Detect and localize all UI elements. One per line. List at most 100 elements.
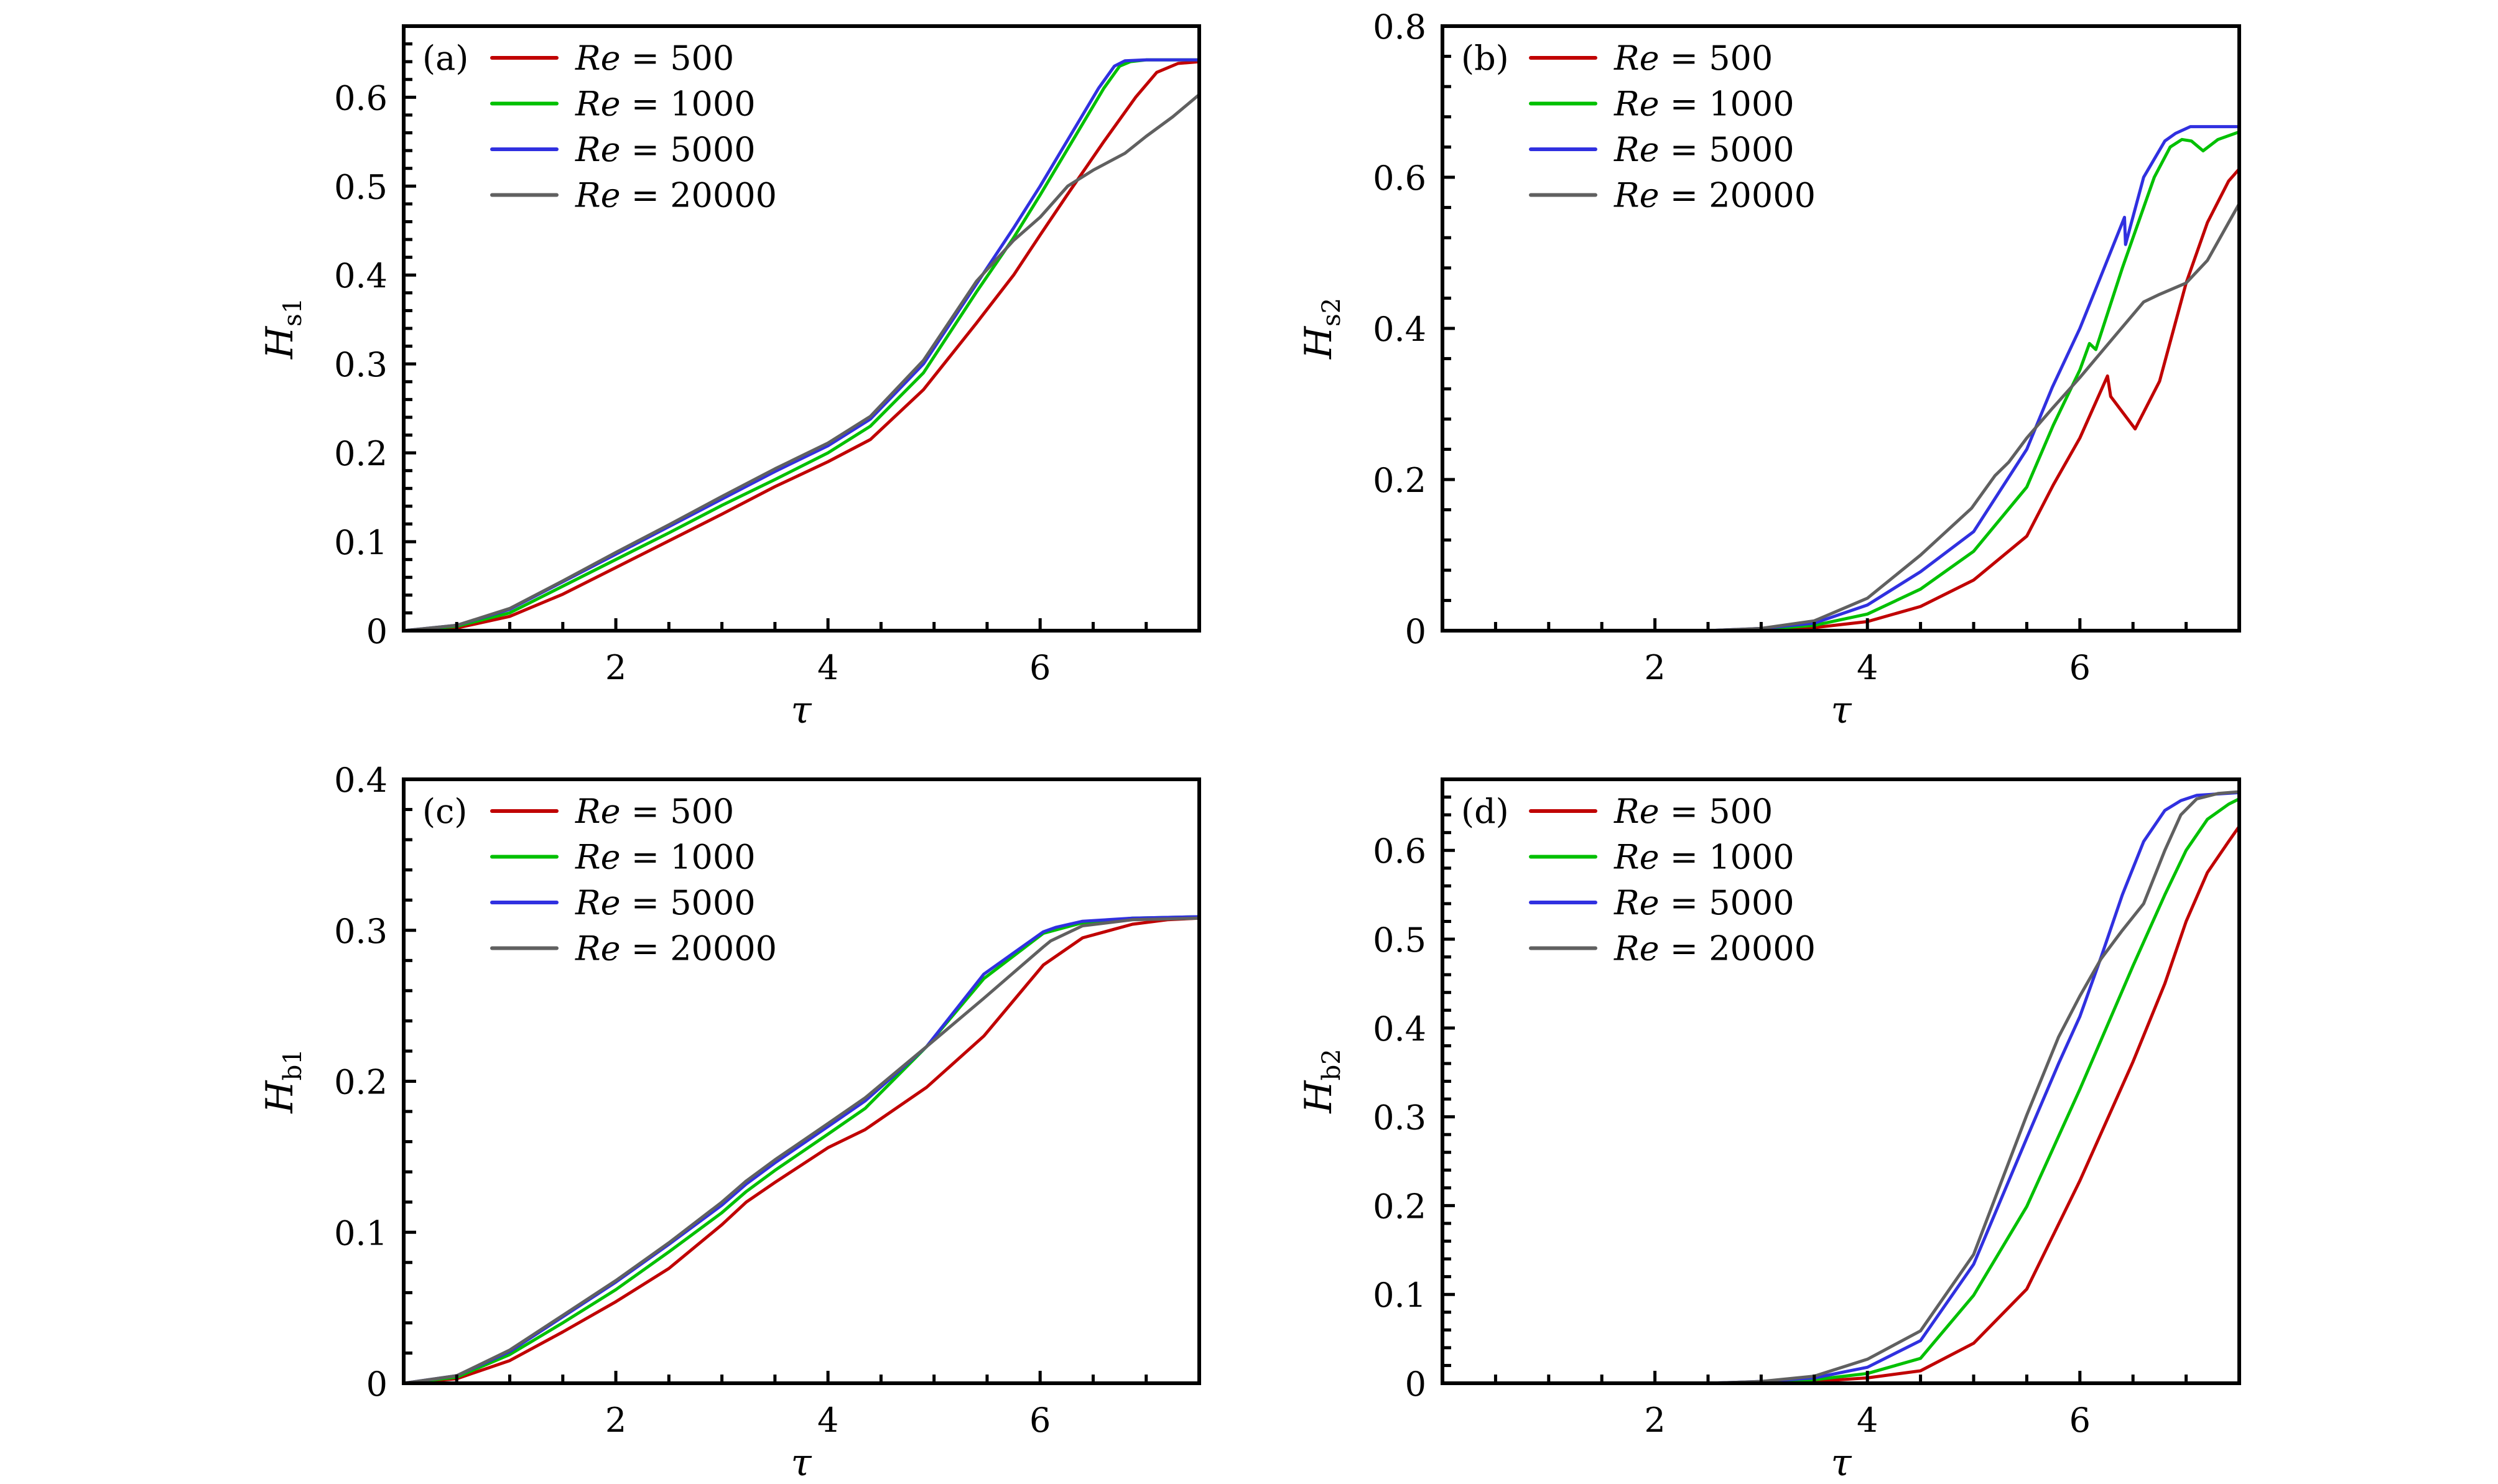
panel-label: (a) [422,39,468,78]
legend-item: Re = 20000 [490,929,777,968]
y-tick-label: 0.1 [1373,1276,1426,1315]
series-line-d-20000 [1442,790,2239,1383]
x-tick-label: 2 [1644,1401,1665,1440]
series-line-a-20000 [404,93,1199,631]
y-tick-label: 0.4 [334,256,388,295]
y-tick-label: 0.6 [1373,159,1426,198]
series-line-c-1000 [404,915,1199,1383]
y-tick-label: 0.4 [1373,310,1426,349]
y-tick-label: 0 [1405,1365,1426,1404]
legend-label: Re = 20000 [575,929,777,968]
x-axis-d: 2 4 6 [1493,1371,2188,1440]
y-axis-title-c: Hb1 [258,1049,307,1113]
x-tick-label: 6 [2069,1401,2091,1440]
y-axis-title-a: Hs1 [258,298,307,359]
series-line-a-1000 [404,58,1199,631]
series-line-c-500 [404,916,1199,1383]
x-axis-title-a: τ [791,689,812,732]
panel-b: Hs2 τ 2 4 6 0 0.2 0.4 0.6 0.8 (b) Re = 500 Re = 10… [1297,7,2241,732]
legend-label: Re = 500 [1613,39,1773,78]
y-tick-label: 0.6 [334,78,388,118]
legend-item: Re = 20000 [1529,176,1816,215]
legend-label: Re = 5000 [575,883,756,922]
legend-item: Re = 5000 [490,130,756,169]
legend-label: Re = 500 [575,39,734,78]
legend-label: Re = 1000 [1613,838,1795,877]
series-line-b-5000 [1442,125,2239,631]
x-axis-title-c: τ [791,1441,812,1484]
y-tick-label: 0 [366,612,388,651]
x-axis-title-d: τ [1831,1441,1852,1484]
legend-item: Re = 5000 [1529,130,1795,169]
legend-item: Re = 5000 [1529,883,1795,922]
legend-item: Re = 1000 [1529,838,1795,877]
legend-label: Re = 1000 [575,838,756,877]
panel-c: Hb1 τ 2 4 6 0 0.1 0.2 0.3 0.4 (c) Re = 500 Re = 10… [258,761,1201,1484]
legend-item: Re = 500 [490,39,734,78]
plot-area-a [404,58,1199,631]
legend-c: (c) Re = 500 Re = 1000 Re = 5000 Re = 20000 [422,792,777,968]
y-tick-label: 0.2 [1373,1187,1426,1226]
y-tick-label: 0 [366,1365,388,1404]
y-axis-title-d: Hb2 [1297,1049,1346,1113]
panel-d: Hb2 τ 2 4 6 0 0.1 0.2 0.3 0.4 0.5 0.6 (d) Re = 500 R… [1297,777,2241,1484]
legend-item: Re = 1000 [490,838,756,877]
panel-label: (d) [1461,792,1509,831]
legend-label: Re = 20000 [1613,929,1816,968]
series-line-b-1000 [1442,130,2239,631]
x-tick-label: 4 [817,648,838,687]
series-line-c-20000 [404,916,1199,1383]
legend-label: Re = 500 [1613,792,1773,831]
legend-label: Re = 1000 [1613,85,1795,124]
panel-a: Hs1 τ 2 4 6 0 0.1 0.2 0.3 0.4 0.5 0.6 (a) Re = 500 R… [258,24,1201,732]
legend-item: Re = 20000 [490,176,777,215]
legend-b: (b) Re = 500 Re = 1000 Re = 5000 Re = 20000 [1461,39,1816,215]
legend-label: Re = 5000 [1613,130,1795,169]
y-tick-label: 0.3 [334,345,388,384]
y-tick-label: 0.8 [1373,7,1426,47]
y-tick-label: 0.2 [334,434,388,473]
legend-item: Re = 1000 [1529,85,1795,124]
legend-label: Re = 20000 [575,176,777,215]
legend-item: Re = 20000 [1529,929,1816,968]
x-tick-label: 2 [605,648,626,687]
legend-item: Re = 1000 [490,85,756,124]
legend-item: Re = 5000 [490,883,756,922]
y-tick-label: 0.1 [334,1213,388,1253]
legend-item: Re = 500 [1529,39,1773,78]
y-tick-label: 0.2 [334,1063,388,1102]
y-tick-label: 0.6 [1373,832,1426,871]
x-tick-label: 2 [1644,648,1665,687]
plot-area-b [1442,125,2239,631]
y-tick-label: 0.2 [1373,461,1426,500]
y-tick-label: 0.5 [1373,921,1426,960]
y-tick-label: 0 [1405,612,1426,651]
x-tick-label: 6 [2069,648,2091,687]
panel-label: (c) [422,792,467,831]
legend-label: Re = 5000 [1613,883,1795,922]
axes-frame-b [1441,24,2241,633]
x-axis-a: 2 4 6 [455,618,1148,687]
axes-frame-d [1441,777,2241,1385]
x-tick-label: 4 [817,1401,838,1440]
legend-label: Re = 1000 [575,85,756,124]
legend-label: Re = 500 [575,792,734,831]
y-axis-d: 0 0.1 0.2 0.3 0.4 0.5 0.6 [1373,795,1455,1404]
y-tick-label: 0.1 [334,523,388,562]
x-tick-label: 2 [605,1401,626,1440]
y-tick-label: 0.5 [334,167,388,206]
x-tick-label: 6 [1029,648,1051,687]
y-axis-a: 0 0.1 0.2 0.3 0.4 0.5 0.6 [334,42,416,651]
y-axis-title-b: Hs2 [1297,298,1346,359]
y-axis-b: 0 0.2 0.4 0.6 0.8 [1373,7,1455,651]
legend-item: Re = 500 [1529,792,1773,831]
x-axis-title-b: τ [1831,689,1852,732]
axes-frame-c [402,777,1201,1385]
series-line-b-20000 [1442,202,2239,631]
y-tick-label: 0.3 [334,912,388,951]
x-tick-label: 4 [1857,648,1878,687]
panel-label: (b) [1461,39,1509,78]
series-line-a-500 [404,60,1199,631]
